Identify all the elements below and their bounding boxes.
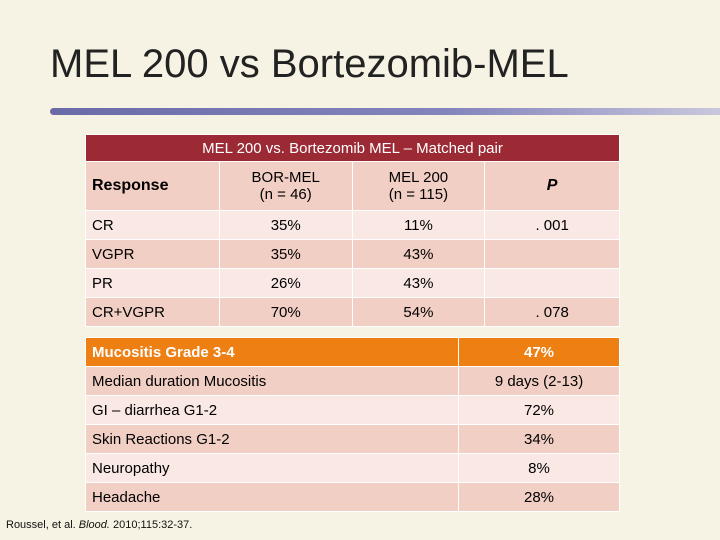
toxicity-value: 34% <box>458 424 620 454</box>
row-mel-value: 43% <box>351 268 486 298</box>
table-row: Neuropathy 8% <box>85 453 620 483</box>
response-table: MEL 200 vs. Bortezomib MEL – Matched pai… <box>85 134 620 327</box>
table-row: CR+VGPR 70% 54% . 078 <box>85 297 620 327</box>
row-p-value: . 001 <box>484 210 620 240</box>
citation: Roussel, et al. Blood. 2010;115:32-37. <box>6 519 192 531</box>
row-mel-value: 54% <box>351 297 486 327</box>
toxicity-label: Neuropathy <box>85 453 459 483</box>
row-mel-value: 43% <box>351 239 486 269</box>
row-response: VGPR <box>85 239 220 269</box>
row-p-value <box>484 239 620 269</box>
row-bor-value: 70% <box>218 297 353 327</box>
citation-authors: Roussel, et al. <box>6 519 76 531</box>
table-row: CR 35% 11% . 001 <box>85 210 620 240</box>
row-mel-value: 11% <box>351 210 486 240</box>
citation-journal: Blood. <box>78 519 110 531</box>
citation-ref: 2010;115:32-37. <box>113 519 193 531</box>
header-mel-200-name: MEL 200 <box>388 169 449 186</box>
row-bor-value: 26% <box>218 268 353 298</box>
row-bor-value: 35% <box>218 239 353 269</box>
header-response: Response <box>85 161 220 211</box>
title-divider <box>50 108 720 115</box>
row-p-value <box>484 268 620 298</box>
toxicity-value: 8% <box>458 453 620 483</box>
toxicity-label: Median duration Mucositis <box>85 366 459 396</box>
row-response: CR+VGPR <box>85 297 220 327</box>
response-table-header-row: Response BOR-MEL (n = 46) MEL 200 (n = 1… <box>85 161 620 211</box>
toxicity-label: Headache <box>85 482 459 512</box>
header-bor-mel: BOR-MEL (n = 46) <box>218 161 353 211</box>
header-mel-200-n: (n = 115) <box>388 186 449 203</box>
toxicity-value: 28% <box>458 482 620 512</box>
header-mel-200: MEL 200 (n = 115) <box>351 161 486 211</box>
row-bor-value: 35% <box>218 210 353 240</box>
toxicity-value: 9 days (2-13) <box>458 366 620 396</box>
toxicity-label: Skin Reactions G1-2 <box>85 424 459 454</box>
toxicity-header-label: Mucositis Grade 3-4 <box>85 337 459 367</box>
row-response: PR <box>85 268 220 298</box>
header-bor-mel-n: (n = 46) <box>259 186 312 203</box>
header-p: P <box>484 161 620 211</box>
table-row: GI – diarrhea G1-2 72% <box>85 395 620 425</box>
table-row: Headache 28% <box>85 482 620 512</box>
response-table-caption: MEL 200 vs. Bortezomib MEL – Matched pai… <box>85 134 620 162</box>
table-row: VGPR 35% 43% <box>85 239 620 269</box>
toxicity-header-value: 47% <box>458 337 620 367</box>
toxicity-table: Mucositis Grade 3-4 47% Median duration … <box>85 337 620 512</box>
slide-title: MEL 200 vs Bortezomib-MEL <box>50 42 569 86</box>
response-table-caption-row: MEL 200 vs. Bortezomib MEL – Matched pai… <box>85 134 620 162</box>
header-bor-mel-name: BOR-MEL <box>251 169 320 186</box>
row-p-value: . 078 <box>484 297 620 327</box>
table-row: PR 26% 43% <box>85 268 620 298</box>
toxicity-label: GI – diarrhea G1-2 <box>85 395 459 425</box>
table-row: Skin Reactions G1-2 34% <box>85 424 620 454</box>
table-row: Median duration Mucositis 9 days (2-13) <box>85 366 620 396</box>
toxicity-header-row: Mucositis Grade 3-4 47% <box>85 337 620 367</box>
row-response: CR <box>85 210 220 240</box>
toxicity-value: 72% <box>458 395 620 425</box>
